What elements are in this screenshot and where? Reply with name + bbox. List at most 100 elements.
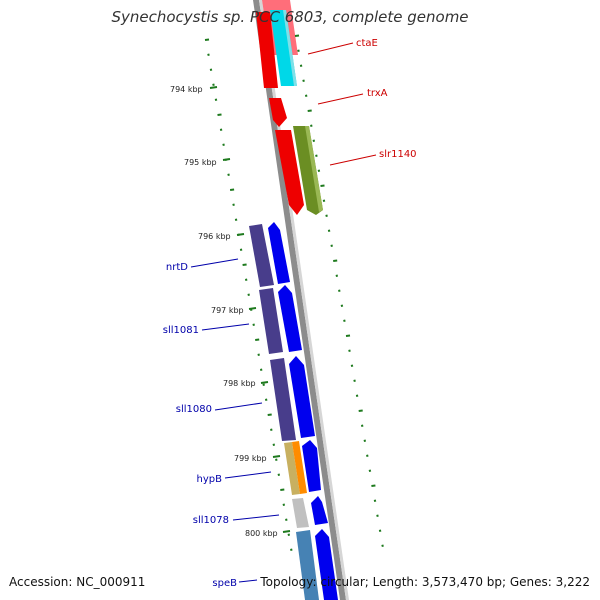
scale-tick bbox=[255, 338, 260, 341]
reverse-strand-genes bbox=[249, 222, 338, 600]
scale-label-799: 799 kbp bbox=[234, 454, 267, 463]
scale-tick bbox=[214, 98, 218, 101]
scale-tick bbox=[340, 304, 344, 307]
scale-tick bbox=[242, 263, 247, 266]
gene-sll1081-block bbox=[259, 288, 283, 354]
scale-tick bbox=[304, 94, 308, 97]
scale-tick bbox=[229, 188, 235, 191]
gene-sll1080-block bbox=[270, 358, 296, 441]
scale-tick bbox=[252, 323, 255, 326]
scale-tick bbox=[219, 128, 223, 131]
scale-tick bbox=[212, 83, 215, 86]
gene-label-slr1140: slr1140 bbox=[379, 149, 417, 160]
scale-tick bbox=[363, 439, 367, 442]
scale-tick bbox=[376, 514, 379, 517]
gene-label-nrtD: nrtD bbox=[166, 262, 188, 273]
gene-hypB-block bbox=[284, 442, 300, 495]
scale-label-797: 797 kbp bbox=[211, 306, 244, 315]
scale-tick bbox=[322, 199, 326, 202]
gene-ctaE-arrow-shade bbox=[283, 10, 297, 86]
scale-tick bbox=[348, 349, 351, 352]
gene-hypB-orange bbox=[292, 441, 307, 494]
gene-nrtD-arrow bbox=[268, 222, 290, 284]
gene-label-trxA: trxA bbox=[367, 88, 388, 99]
scale-tick bbox=[358, 409, 363, 412]
scale-tick bbox=[325, 214, 328, 217]
scale-tick bbox=[232, 203, 235, 206]
scale-tick bbox=[307, 109, 312, 112]
topology-text: Topology: circular; Length: 3,573,470 bp… bbox=[259, 575, 590, 589]
scale-tick bbox=[275, 458, 278, 461]
scale-label-ticks bbox=[209, 86, 291, 533]
scale-tick bbox=[373, 499, 377, 502]
scale-tick bbox=[299, 64, 303, 67]
gene-slr1140-shade bbox=[305, 126, 323, 212]
gene-speB-arrow bbox=[315, 529, 338, 600]
scale-tick bbox=[270, 428, 273, 431]
gene-speB-block bbox=[296, 530, 319, 600]
accession-text: Accession: NC_000911 bbox=[9, 575, 145, 589]
map-title: Synechocystis sp. PCC 6803, complete gen… bbox=[111, 8, 468, 26]
scale-tick bbox=[207, 53, 210, 56]
scale-tick bbox=[222, 143, 225, 146]
scale-tick bbox=[257, 353, 260, 356]
gene-slr1140-arrow bbox=[293, 126, 323, 215]
gene-sll1080-arrow bbox=[289, 356, 315, 438]
scale-tick bbox=[282, 503, 286, 506]
gene-label-sll1081: sll1081 bbox=[163, 325, 199, 336]
scale-tick bbox=[227, 173, 230, 176]
scale-tick bbox=[368, 469, 372, 472]
scale-label-794: 794 kbp bbox=[170, 85, 203, 94]
scale-tick bbox=[204, 38, 210, 41]
gene-sll1081-arrow bbox=[278, 285, 302, 352]
gene-trxA-arrow bbox=[269, 98, 287, 127]
scale-tick bbox=[327, 229, 331, 232]
scale-ticks-right bbox=[294, 34, 384, 547]
scale-tick bbox=[371, 484, 376, 487]
scale-tick bbox=[345, 334, 351, 337]
gene-label-leaders bbox=[190, 42, 377, 583]
gene-sll1078-arrow bbox=[311, 496, 328, 525]
scale-tick bbox=[355, 394, 359, 397]
scale-tick bbox=[217, 113, 222, 116]
scale-tick bbox=[272, 443, 276, 446]
scale-tick bbox=[209, 68, 213, 71]
genome-backbone bbox=[253, 0, 346, 600]
scale-tick bbox=[262, 383, 265, 386]
scale-tick bbox=[343, 319, 346, 322]
scale-labels: 794 kbp 795 kbp 796 kbp 797 kbp 798 kbp … bbox=[170, 85, 278, 538]
scale-tick bbox=[315, 154, 318, 157]
scale-label-800: 800 kbp bbox=[245, 529, 278, 538]
forward-strand-genes bbox=[256, 0, 323, 215]
scale-tick bbox=[285, 518, 288, 521]
scale-tick bbox=[290, 548, 293, 551]
gene-label-speB: speB bbox=[212, 578, 237, 589]
scale-tick bbox=[297, 49, 300, 52]
scale-tick bbox=[312, 139, 316, 142]
scale-tick bbox=[259, 368, 263, 371]
scale-tick bbox=[234, 218, 238, 221]
scale-tick bbox=[317, 169, 321, 172]
scale-label-798: 798 kbp bbox=[223, 379, 256, 388]
scale-label-796: 796 kbp bbox=[198, 232, 231, 241]
scale-tick bbox=[264, 398, 268, 401]
scale-tick bbox=[310, 124, 313, 127]
scale-tick bbox=[338, 289, 341, 292]
gene-hypB-arrow bbox=[302, 440, 321, 492]
scale-tick bbox=[267, 413, 272, 416]
scale-tick bbox=[381, 544, 384, 547]
scale-tick bbox=[333, 259, 338, 262]
scale-tick bbox=[335, 274, 339, 277]
gene-ctaE-arrow bbox=[270, 10, 297, 86]
scale-tick bbox=[378, 529, 382, 532]
gene-nrtD-block bbox=[249, 224, 274, 287]
scale-tick bbox=[366, 454, 369, 457]
scale-tick bbox=[294, 34, 300, 37]
gene-label-sll1078: sll1078 bbox=[193, 515, 229, 526]
gene-label-hypB: hypB bbox=[197, 474, 223, 485]
scale-tick bbox=[247, 293, 250, 296]
gene-sll1078-block bbox=[292, 498, 309, 528]
scale-tick bbox=[244, 278, 248, 281]
gene-slr1140-arrow-red bbox=[275, 130, 304, 215]
